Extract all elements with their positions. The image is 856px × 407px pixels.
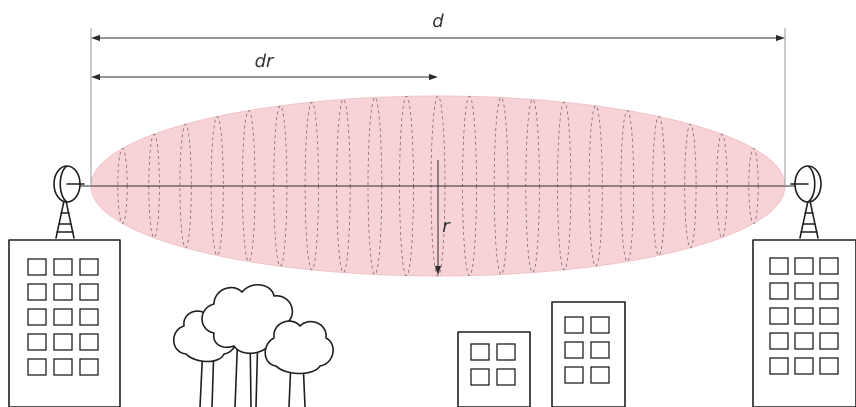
right-dish-icon bbox=[790, 165, 822, 203]
window bbox=[496, 368, 516, 386]
window bbox=[79, 308, 99, 326]
distance-fraction-label: dr bbox=[255, 51, 275, 72]
window bbox=[27, 258, 47, 276]
window bbox=[27, 283, 47, 301]
window bbox=[769, 357, 789, 375]
middle-small-building bbox=[457, 331, 531, 407]
window bbox=[769, 257, 789, 275]
window bbox=[564, 341, 584, 359]
window bbox=[53, 308, 73, 326]
window bbox=[590, 366, 610, 384]
window bbox=[27, 308, 47, 326]
window bbox=[819, 332, 839, 350]
window bbox=[794, 357, 814, 375]
window bbox=[794, 282, 814, 300]
trees-icon bbox=[172, 284, 334, 407]
window bbox=[470, 368, 490, 386]
right-building bbox=[752, 200, 856, 407]
window bbox=[53, 258, 73, 276]
window bbox=[819, 257, 839, 275]
window bbox=[819, 307, 839, 325]
left-building bbox=[8, 200, 121, 407]
window bbox=[769, 332, 789, 350]
window bbox=[27, 333, 47, 351]
middle-tall-building-windows bbox=[564, 316, 610, 384]
left-dish-icon bbox=[53, 165, 85, 203]
window bbox=[819, 282, 839, 300]
window bbox=[794, 257, 814, 275]
window bbox=[794, 307, 814, 325]
window bbox=[819, 357, 839, 375]
window bbox=[590, 341, 610, 359]
window bbox=[769, 282, 789, 300]
window bbox=[79, 258, 99, 276]
window bbox=[27, 358, 47, 376]
window bbox=[53, 283, 73, 301]
window bbox=[769, 307, 789, 325]
window bbox=[564, 366, 584, 384]
window bbox=[79, 358, 99, 376]
window bbox=[564, 316, 584, 334]
left-building-windows bbox=[27, 258, 99, 376]
distance-label: d bbox=[432, 11, 444, 32]
right-building-windows bbox=[769, 257, 839, 375]
window bbox=[496, 343, 516, 361]
window bbox=[79, 333, 99, 351]
radius-label: r bbox=[442, 216, 451, 237]
window bbox=[53, 333, 73, 351]
middle-small-building-windows bbox=[470, 343, 516, 386]
window bbox=[590, 316, 610, 334]
window bbox=[794, 332, 814, 350]
window bbox=[470, 343, 490, 361]
window bbox=[79, 283, 99, 301]
window bbox=[53, 358, 73, 376]
middle-tall-building bbox=[551, 301, 626, 407]
